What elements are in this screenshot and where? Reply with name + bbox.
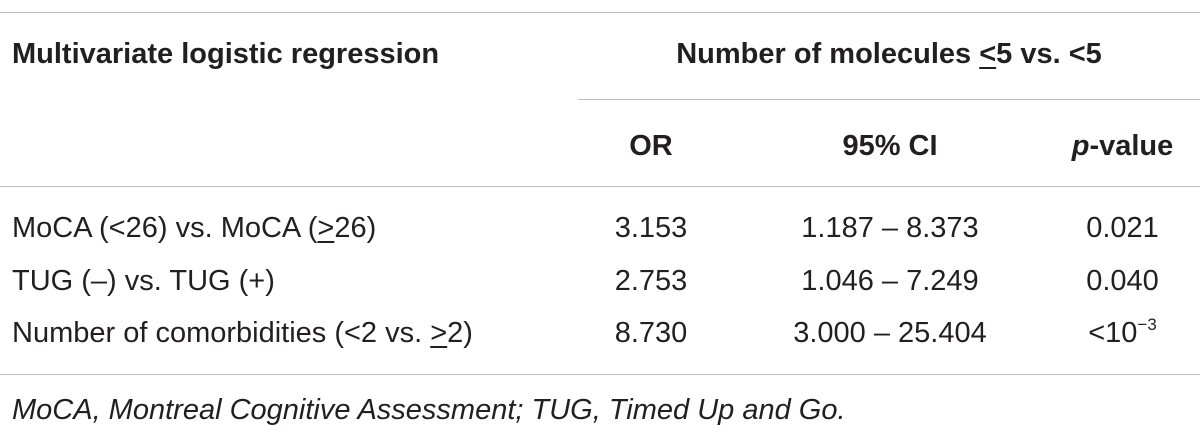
group-header-inequality: <: [979, 38, 997, 70]
row-p-base: 0.021: [1086, 212, 1159, 244]
row-or: 2.753: [614, 265, 688, 297]
row-label: MoCA (<26) vs. MoCA (>26): [12, 211, 376, 245]
column-header-or: OR: [578, 129, 724, 163]
row-p-exponent: −3: [1137, 315, 1157, 334]
row-ci: 3.000 – 25.404: [793, 317, 987, 349]
group-header: Number of molecules <5 vs. <5: [578, 37, 1200, 71]
row-label-prefix: MoCA (<26) vs. MoCA (: [12, 212, 318, 244]
column-header-or-label: OR: [629, 130, 673, 162]
row-label-inequality: >: [317, 212, 335, 244]
column-header-p-italic: p: [1071, 130, 1090, 162]
row-label-inequality: >: [430, 317, 448, 349]
row-label: TUG (–) vs. TUG (+): [12, 264, 275, 298]
row-ci: 1.187 – 8.373: [801, 212, 979, 244]
row-p-base: 0.040: [1086, 265, 1159, 297]
row-p-base: <10: [1088, 317, 1138, 349]
row-ci: 1.046 – 7.249: [801, 265, 979, 297]
group-header-prefix: Number of molecules: [676, 38, 980, 70]
header-rule: [0, 186, 1200, 187]
column-header-p-rest: -value: [1089, 130, 1174, 162]
row-p-value: 0.021: [1050, 211, 1195, 249]
group-rule: [578, 99, 1200, 100]
row-or: 3.153: [614, 212, 688, 244]
row-or: 8.730: [614, 317, 688, 349]
row-p-value: 0.040: [1050, 264, 1195, 302]
column-header-ci: 95% CI: [760, 129, 1020, 163]
group-header-suffix: 5 vs. <5: [996, 38, 1102, 70]
bottom-rule: [0, 374, 1200, 375]
row-label: Number of comorbidities (<2 vs. >2): [12, 316, 473, 350]
top-rule: [0, 12, 1200, 13]
row-p-value: <10−3: [1050, 315, 1195, 354]
row-label-suffix: 26): [334, 212, 377, 244]
row-label-prefix: Number of comorbidities (<2 vs.: [12, 317, 431, 349]
column-header-p-value: p-value: [1050, 129, 1195, 163]
row-label-prefix: TUG (–) vs. TUG (+): [12, 265, 275, 297]
row-label-suffix: 2): [447, 317, 473, 349]
stub-header: Multivariate logistic regression: [12, 37, 439, 71]
column-header-ci-label: 95% CI: [842, 130, 938, 162]
table-footnote: MoCA, Montreal Cognitive Assessment; TUG…: [12, 394, 846, 426]
stub-header-label: Multivariate logistic regression: [12, 38, 440, 70]
